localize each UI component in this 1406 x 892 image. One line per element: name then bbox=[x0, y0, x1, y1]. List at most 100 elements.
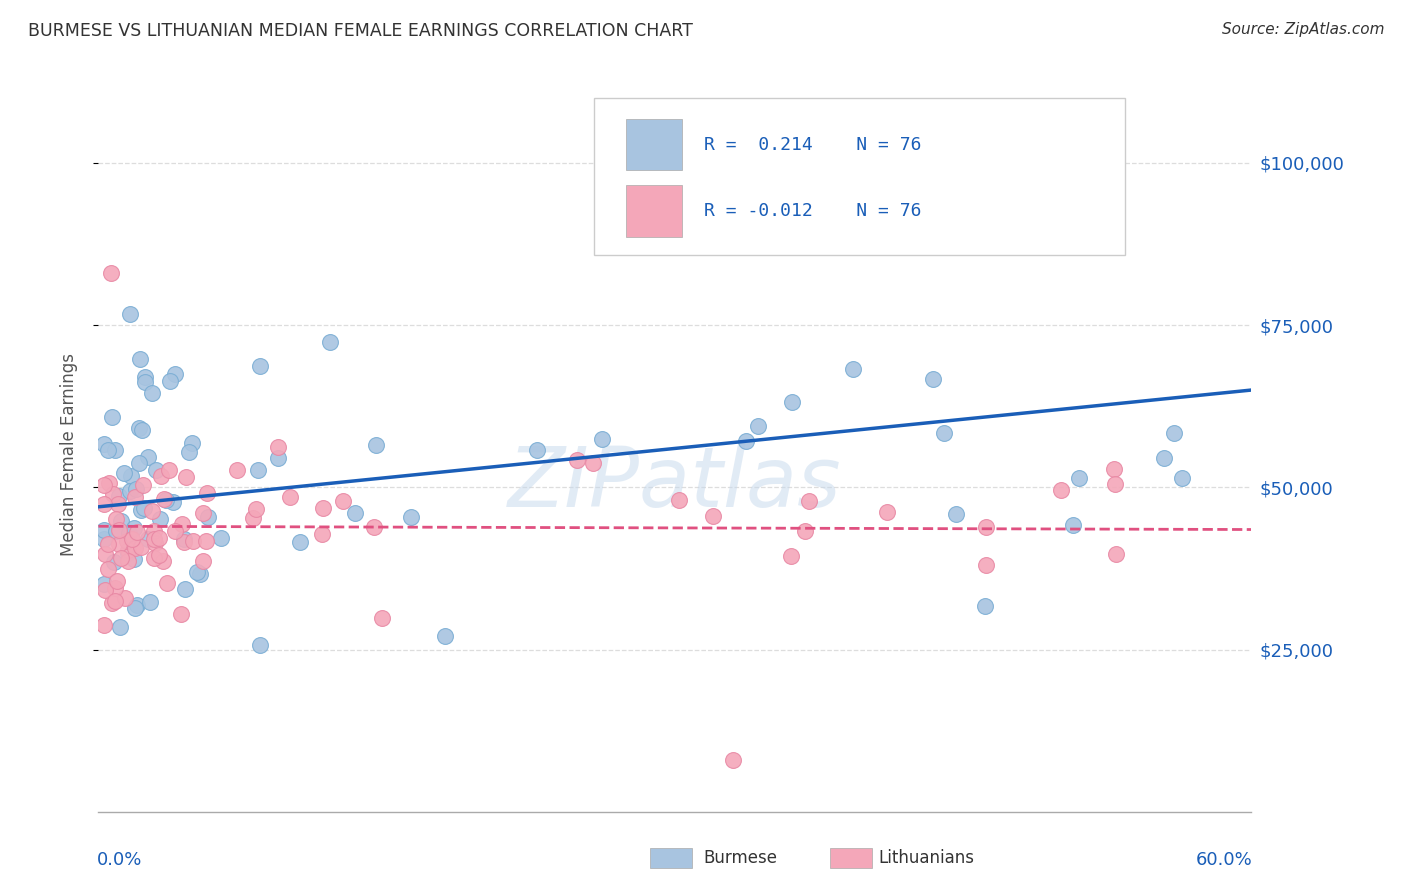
Point bbox=[876, 505, 898, 519]
Point bbox=[195, 486, 218, 500]
Point bbox=[101, 409, 124, 424]
Point bbox=[132, 501, 155, 516]
Point bbox=[242, 510, 264, 524]
Point bbox=[1105, 547, 1128, 561]
Point bbox=[114, 591, 136, 605]
Point bbox=[149, 468, 172, 483]
Point bbox=[97, 562, 120, 576]
Point bbox=[191, 554, 214, 568]
Point bbox=[124, 490, 146, 504]
Point bbox=[149, 512, 172, 526]
Text: 60.0%: 60.0% bbox=[1195, 851, 1253, 869]
Point bbox=[921, 372, 943, 386]
Point bbox=[141, 504, 163, 518]
Point bbox=[797, 494, 820, 508]
Point bbox=[117, 553, 139, 567]
Point bbox=[159, 374, 181, 388]
Point bbox=[179, 445, 201, 459]
Point bbox=[172, 516, 194, 531]
Point bbox=[97, 537, 120, 551]
Text: R = -0.012    N = 76: R = -0.012 N = 76 bbox=[704, 202, 921, 219]
Point bbox=[1153, 451, 1175, 466]
Point bbox=[181, 533, 204, 548]
Point bbox=[93, 532, 115, 546]
Text: 0.0%: 0.0% bbox=[97, 851, 142, 869]
Point bbox=[173, 535, 195, 549]
Point bbox=[118, 526, 141, 541]
Point bbox=[249, 638, 271, 652]
Point bbox=[98, 476, 121, 491]
Bar bbox=[830, 848, 872, 868]
Point bbox=[103, 556, 125, 570]
Point bbox=[332, 493, 354, 508]
Point bbox=[668, 493, 690, 508]
Text: R =  0.214    N = 76: R = 0.214 N = 76 bbox=[704, 136, 921, 153]
Point bbox=[188, 567, 211, 582]
Point bbox=[344, 506, 367, 520]
Point bbox=[122, 521, 145, 535]
Point bbox=[104, 512, 127, 526]
Point bbox=[117, 546, 139, 560]
Point bbox=[110, 551, 132, 566]
Point bbox=[94, 582, 117, 597]
Point bbox=[97, 442, 120, 457]
Point bbox=[107, 497, 129, 511]
Point bbox=[1104, 476, 1126, 491]
Point bbox=[152, 554, 174, 568]
Point bbox=[197, 509, 219, 524]
Point bbox=[399, 509, 422, 524]
Point bbox=[195, 534, 218, 549]
Point bbox=[108, 489, 131, 503]
Point bbox=[180, 435, 202, 450]
Point bbox=[93, 577, 115, 591]
Point bbox=[156, 576, 179, 591]
Point bbox=[93, 497, 115, 511]
Point bbox=[364, 438, 387, 452]
Point bbox=[226, 463, 249, 477]
Point bbox=[793, 524, 815, 538]
Point bbox=[162, 495, 184, 509]
Point bbox=[582, 456, 605, 470]
Point bbox=[311, 527, 333, 541]
Point bbox=[735, 434, 758, 448]
Point bbox=[193, 506, 215, 520]
Point bbox=[245, 502, 267, 516]
Point bbox=[101, 487, 124, 501]
Point bbox=[104, 581, 127, 595]
Point bbox=[93, 437, 115, 451]
Point bbox=[100, 596, 122, 610]
Point bbox=[124, 551, 146, 566]
Point bbox=[131, 478, 153, 492]
Point bbox=[155, 492, 177, 507]
Point bbox=[129, 540, 152, 554]
Point bbox=[153, 492, 176, 507]
Point bbox=[128, 421, 150, 435]
Point bbox=[142, 550, 165, 565]
Point bbox=[129, 503, 152, 517]
Point bbox=[134, 375, 156, 389]
Point bbox=[143, 524, 166, 538]
Point bbox=[209, 531, 232, 545]
FancyBboxPatch shape bbox=[627, 119, 682, 170]
Bar bbox=[650, 848, 692, 868]
Point bbox=[782, 394, 804, 409]
Point bbox=[249, 359, 271, 373]
Point bbox=[1102, 462, 1125, 476]
Point bbox=[143, 536, 166, 550]
Point bbox=[173, 532, 195, 546]
Point bbox=[1050, 483, 1073, 497]
Point bbox=[117, 543, 139, 558]
Point bbox=[118, 307, 141, 321]
Point bbox=[433, 629, 456, 643]
Point bbox=[128, 456, 150, 470]
Point bbox=[780, 549, 803, 563]
Point bbox=[312, 500, 335, 515]
Point bbox=[1062, 518, 1084, 533]
Point bbox=[93, 478, 115, 492]
Point bbox=[100, 266, 122, 280]
Point bbox=[747, 419, 769, 434]
Point bbox=[103, 443, 125, 458]
Point bbox=[128, 351, 150, 366]
Point bbox=[163, 524, 186, 539]
Y-axis label: Median Female Earnings: Median Female Earnings bbox=[59, 353, 77, 557]
